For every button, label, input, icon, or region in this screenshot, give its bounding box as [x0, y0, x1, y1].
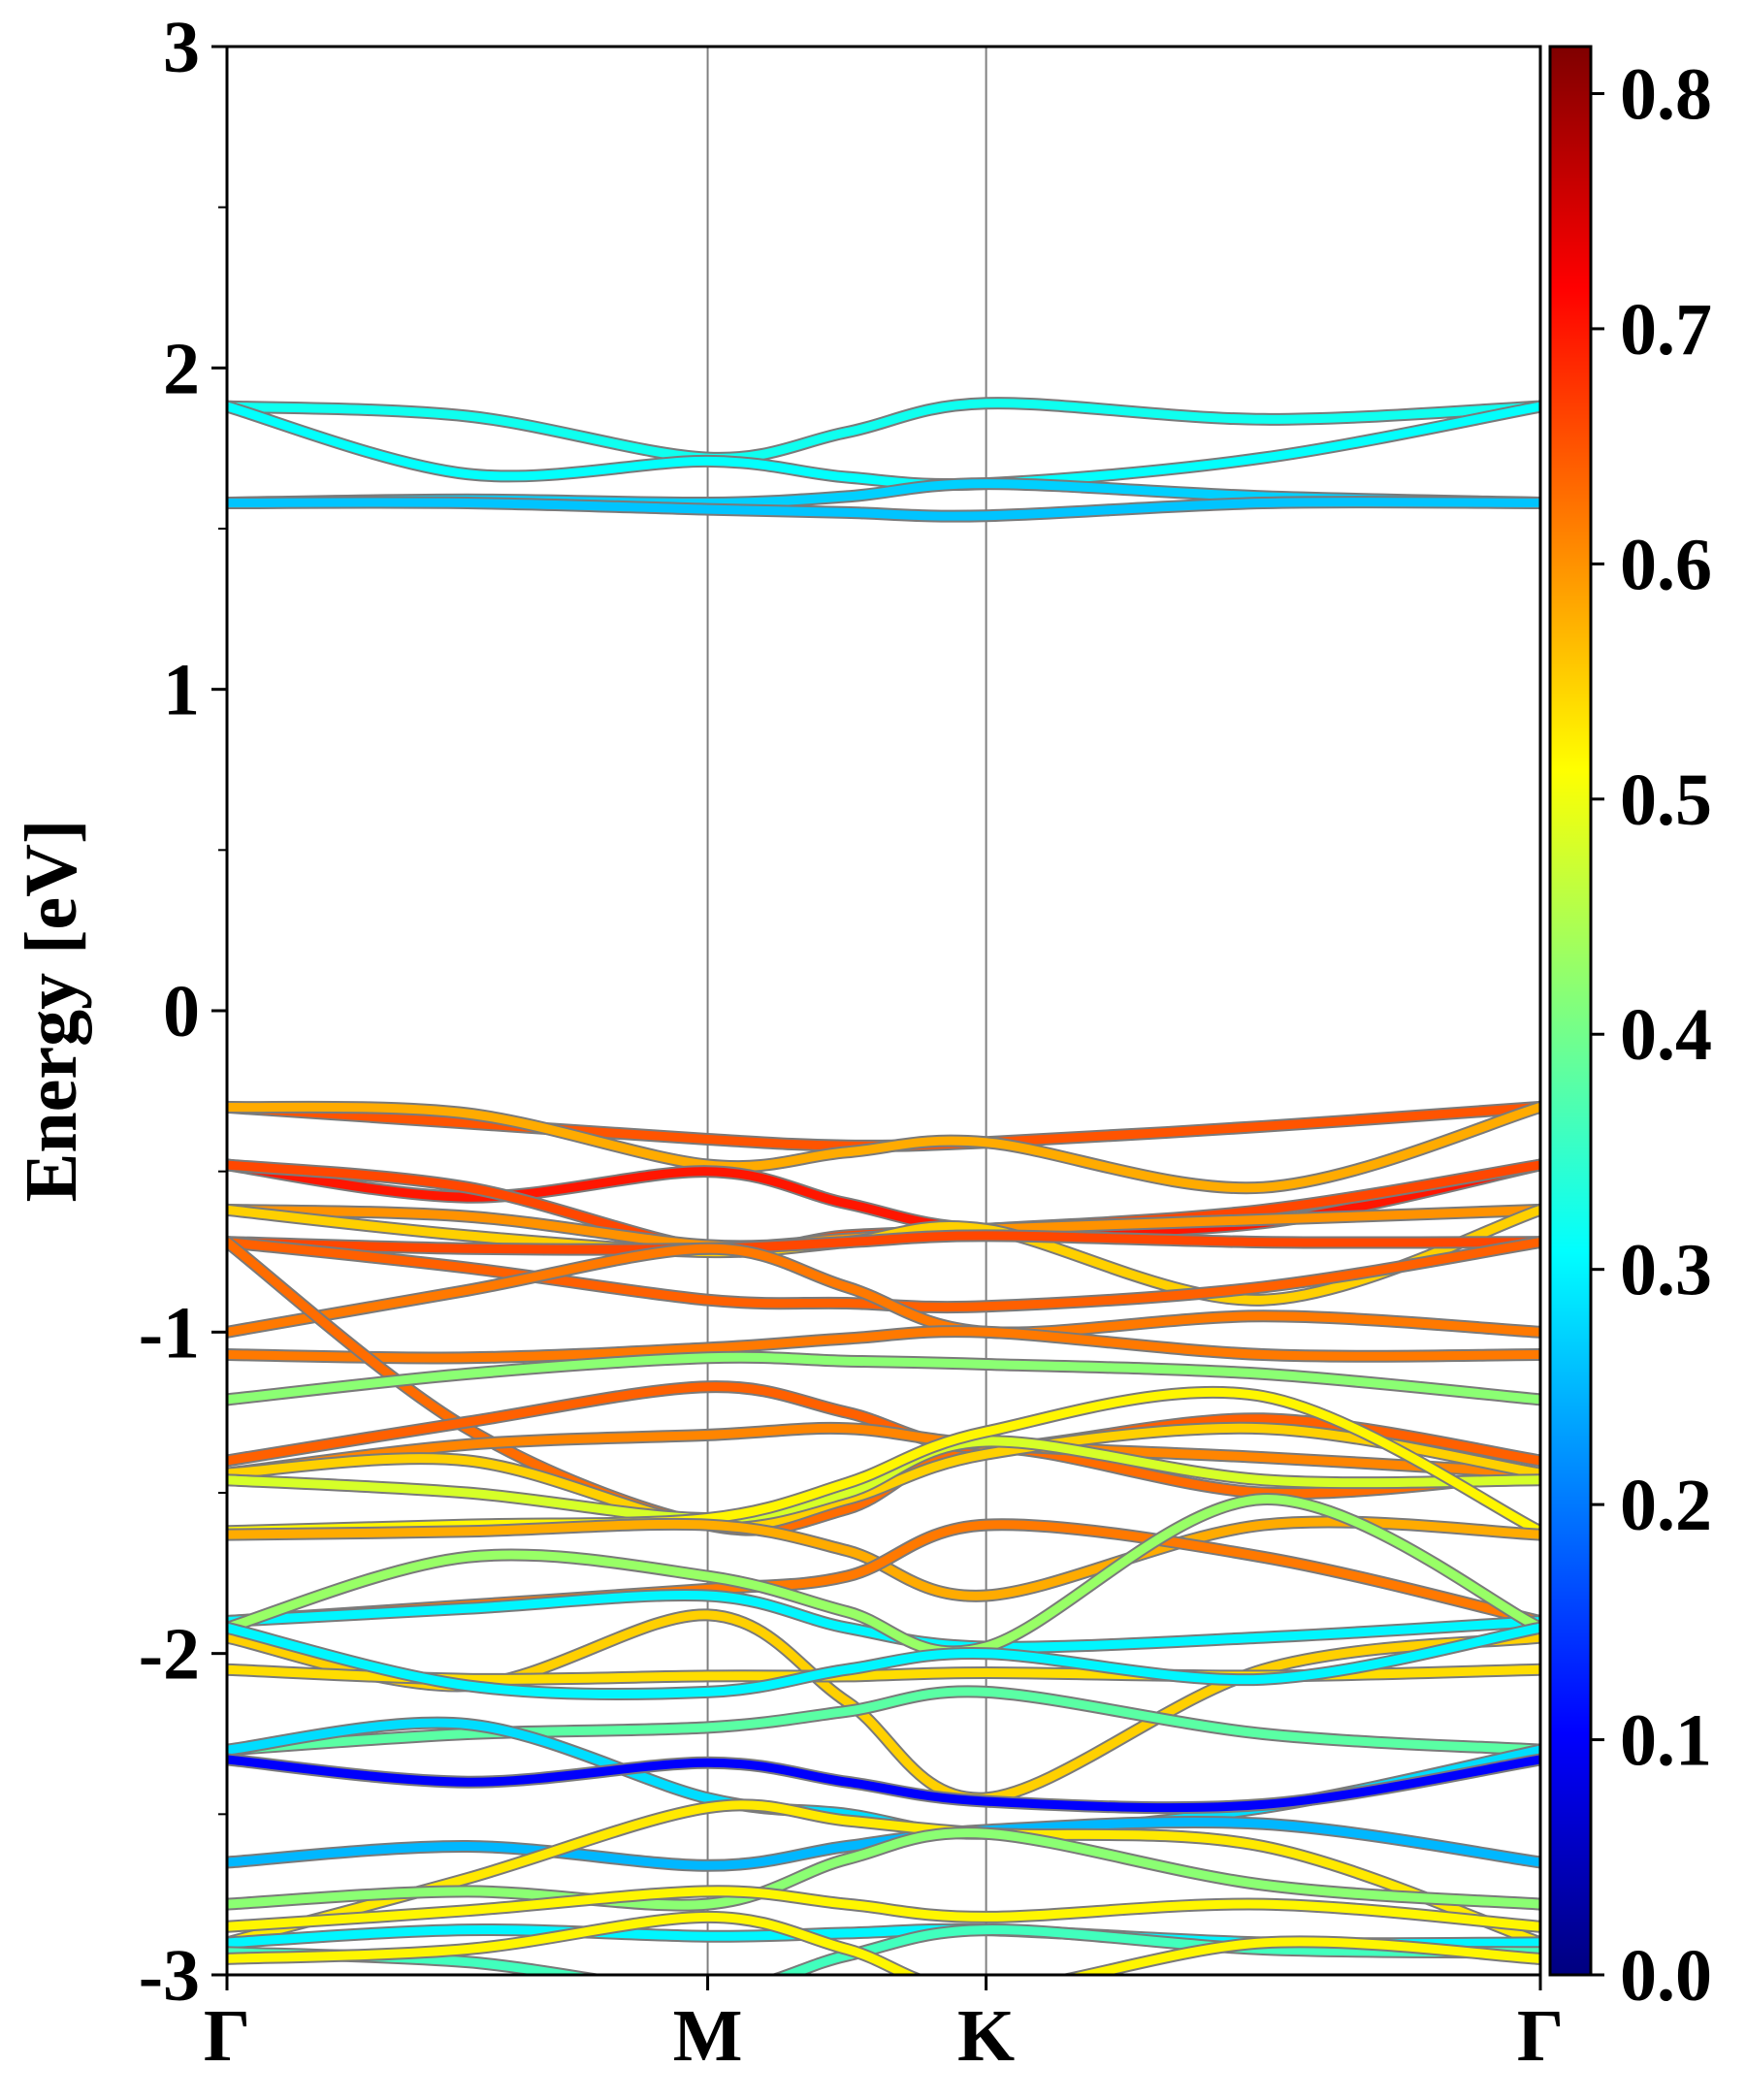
band-line — [227, 1350, 1540, 1406]
band-line — [227, 1515, 1540, 1602]
k-point-label: K — [957, 1995, 1015, 2077]
y-tick-label: -2 — [139, 1614, 200, 1696]
colorbar-tick-label: 0.1 — [1620, 1700, 1712, 1782]
band-line — [227, 1685, 1540, 1757]
y-tick-label: 3 — [163, 7, 200, 88]
band-line — [227, 1100, 1540, 1195]
band-line — [227, 496, 1540, 523]
colorbar-tick-label: 0.7 — [1620, 289, 1712, 371]
band-line — [227, 1380, 1540, 1468]
colorbar — [1548, 45, 1593, 1977]
band-line — [227, 1242, 1540, 1340]
band-line — [227, 1588, 1540, 1654]
k-point-label: Γ — [1517, 1995, 1564, 2077]
band-line — [227, 1421, 1540, 1480]
band-line — [227, 1435, 1540, 1526]
band-line — [227, 397, 1540, 465]
band-line — [227, 1826, 1540, 1912]
band-line — [227, 1621, 1540, 1700]
colorbar-tick-label: 0.3 — [1620, 1230, 1712, 1311]
y-tick-label: -3 — [139, 1935, 200, 2017]
band-line — [227, 1229, 1540, 1256]
y-tick-label: 2 — [163, 328, 200, 409]
band-line — [227, 1815, 1540, 1872]
y-axis-ticks: 3 2 1 0 -1 -2 -3 — [139, 7, 227, 2017]
y-tick-label: 1 — [163, 650, 200, 731]
band-line — [227, 400, 1540, 492]
band-line — [227, 1203, 1540, 1307]
band-line — [227, 1910, 1540, 1975]
band-lines — [227, 397, 1540, 1975]
band-line — [227, 1753, 1540, 1815]
colorbar-tick-label: 0.6 — [1620, 524, 1712, 605]
band-line — [227, 1236, 1540, 1314]
y-tick-label: 0 — [163, 971, 200, 1052]
y-tick-label: -1 — [139, 1292, 200, 1373]
band-line — [227, 1798, 1540, 1950]
colorbar-tick-label: 0.2 — [1620, 1465, 1712, 1546]
colorbar-tick-label: 0.4 — [1620, 994, 1712, 1076]
band-line — [227, 1100, 1540, 1152]
colorbar-tick-label: 0.8 — [1620, 53, 1712, 135]
k-point-label: Γ — [204, 1995, 250, 2077]
k-point-label: M — [673, 1995, 743, 2077]
band-line — [227, 1385, 1540, 1538]
colorbar-tick-label: 0.0 — [1620, 1935, 1712, 2017]
band-line — [227, 1493, 1540, 1659]
colorbar-tick-label: 0.5 — [1620, 759, 1712, 841]
band-line — [227, 1325, 1540, 1365]
y-axis-label: Energy [eV] — [11, 820, 92, 1203]
band-line — [227, 1885, 1540, 1933]
colorbar-ticks: 0.0 0.1 0.2 0.3 0.4 0.5 0.6 0.7 0.8 — [1591, 53, 1712, 2017]
